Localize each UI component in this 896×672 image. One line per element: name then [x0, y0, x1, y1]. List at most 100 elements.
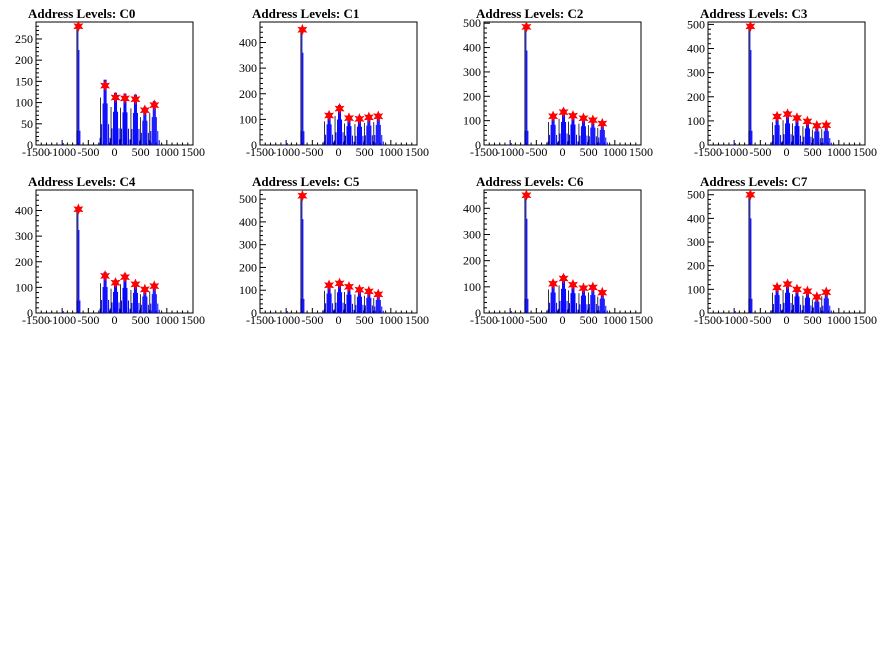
x-tick-label: 0: [112, 313, 118, 327]
x-tick-label: 1000: [827, 313, 851, 327]
peak-marker: [334, 277, 345, 290]
x-tick-label: -1500: [22, 145, 50, 159]
peak-marker: [100, 270, 111, 282]
chart-panel-7: Address Levels: C7-1500-1000 -500 0 500 1000…: [687, 174, 877, 327]
chart-title: Address Levels: C4: [28, 174, 136, 189]
y-tick-label: 200: [239, 87, 257, 101]
peak-marker: [745, 20, 756, 33]
x-tick-label: 1500: [853, 145, 877, 159]
y-tick-label: 500: [687, 17, 705, 31]
peak-marker: [354, 113, 365, 125]
peak-marker: [578, 112, 589, 124]
peak-marker: [373, 288, 384, 301]
histogram-cluster: [300, 27, 305, 145]
y-tick-label: 400: [239, 215, 257, 229]
peak-marker: [791, 283, 802, 296]
peak-marker: [745, 188, 756, 201]
peak-marker: [558, 272, 569, 285]
peak-marker: [324, 109, 335, 122]
chart-panel-2: Address Levels: C2-1500-1000 -500 0 500 1000…: [463, 6, 653, 159]
x-tick-label: 0: [560, 313, 566, 327]
y-tick-label: 100: [463, 114, 481, 128]
histogram-cluster: [334, 104, 346, 145]
chart-panel-4: Address Levels: C4-1500-1000 -500 0 500 1000…: [15, 174, 205, 327]
peak-marker: [821, 286, 832, 298]
x-tick-label: 1500: [181, 313, 205, 327]
x-tick-label: -1000: [496, 313, 524, 327]
y-tick-label: 400: [239, 36, 257, 50]
y-tick-label: 0: [27, 306, 33, 320]
chart-title: Address Levels: C6: [476, 174, 584, 189]
y-tick-label: 400: [687, 211, 705, 225]
peak-marker: [782, 278, 793, 290]
peak-marker: [597, 117, 608, 130]
chart-panel-6: Address Levels: C6-1500-1000 -500 0 500 1000…: [463, 174, 653, 327]
histogram-cluster: [76, 207, 81, 313]
histogram-cluster: [76, 23, 81, 145]
peak-marker: [578, 282, 589, 294]
chart-panel-5: Address Levels: C5-1500-1000 -500 0 500 1000…: [239, 174, 429, 327]
peak-marker: [597, 286, 608, 299]
y-tick-label: 0: [475, 138, 481, 152]
chart-panel-0: Address Levels: C0-1500-1000 -500 0 500 1000…: [15, 6, 205, 159]
histogram-cluster: [119, 93, 131, 145]
x-tick-label: -1000: [272, 313, 300, 327]
peak-marker: [587, 114, 598, 126]
x-tick-label: -1500: [22, 313, 50, 327]
peak-marker: [130, 93, 141, 105]
y-tick-label: 100: [15, 280, 33, 294]
y-tick-label: 200: [463, 254, 481, 268]
y-tick-label: 200: [239, 260, 257, 274]
peak-marker: [587, 281, 598, 294]
peak-marker: [100, 79, 111, 92]
x-tick-label: 1500: [405, 145, 429, 159]
x-tick-label: -1500: [470, 313, 498, 327]
histogram-cluster: [748, 23, 753, 145]
x-tick-label: 500: [132, 145, 150, 159]
x-tick-label: 500: [580, 313, 598, 327]
x-tick-label: 1500: [629, 145, 653, 159]
histogram-cluster: [300, 193, 305, 313]
x-tick-label: -1500: [694, 313, 722, 327]
y-tick-label: 100: [15, 96, 33, 110]
x-tick-label: 500: [132, 313, 150, 327]
x-tick-label: 500: [580, 145, 598, 159]
y-tick-label: 400: [463, 201, 481, 215]
y-tick-label: 300: [239, 238, 257, 252]
y-tick-label: 150: [15, 74, 33, 88]
y-tick-label: 100: [687, 282, 705, 296]
peak-marker: [139, 104, 150, 117]
x-tick-label: 0: [336, 313, 342, 327]
y-tick-label: 200: [687, 259, 705, 273]
peak-marker: [297, 189, 308, 202]
x-tick-label: -1000: [720, 313, 748, 327]
chart-title: Address Levels: C5: [252, 174, 360, 189]
histogram-cluster: [524, 192, 529, 313]
chart-title: Address Levels: C2: [476, 6, 583, 21]
x-tick-label: 1500: [405, 313, 429, 327]
x-tick-label: -1500: [246, 313, 274, 327]
x-tick-label: 1500: [853, 313, 877, 327]
y-tick-label: 500: [687, 188, 705, 202]
peak-marker: [811, 291, 822, 303]
y-tick-label: 200: [687, 90, 705, 104]
x-tick-label: -500: [525, 313, 547, 327]
peak-marker: [110, 276, 121, 289]
x-tick-label: 500: [804, 313, 822, 327]
x-tick-label: 0: [560, 145, 566, 159]
x-tick-label: 1000: [155, 313, 179, 327]
y-tick-label: 0: [699, 306, 705, 320]
peak-marker: [373, 110, 384, 123]
histogram-cluster: [748, 192, 753, 313]
peak-marker: [334, 102, 345, 115]
x-tick-label: 1000: [155, 145, 179, 159]
peak-marker: [119, 271, 130, 283]
peak-marker: [324, 279, 335, 291]
peak-marker: [802, 115, 813, 128]
peak-marker: [149, 280, 160, 292]
peak-marker: [363, 111, 374, 124]
x-tick-label: -1000: [48, 145, 76, 159]
peak-marker: [354, 283, 365, 296]
y-tick-label: 400: [687, 42, 705, 56]
x-tick-label: -500: [525, 145, 547, 159]
